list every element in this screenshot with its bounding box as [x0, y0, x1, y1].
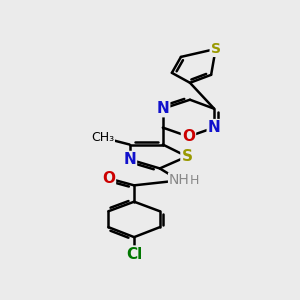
Text: O: O	[102, 171, 115, 186]
Text: H: H	[190, 174, 199, 187]
Text: N: N	[123, 152, 136, 167]
Text: NH: NH	[169, 173, 190, 188]
Text: N: N	[156, 101, 169, 116]
Text: O: O	[182, 129, 195, 144]
Text: N: N	[208, 120, 220, 135]
Text: S: S	[211, 42, 220, 56]
Text: CH₃: CH₃	[91, 131, 114, 144]
Text: Cl: Cl	[126, 247, 142, 262]
Text: S: S	[182, 149, 193, 164]
